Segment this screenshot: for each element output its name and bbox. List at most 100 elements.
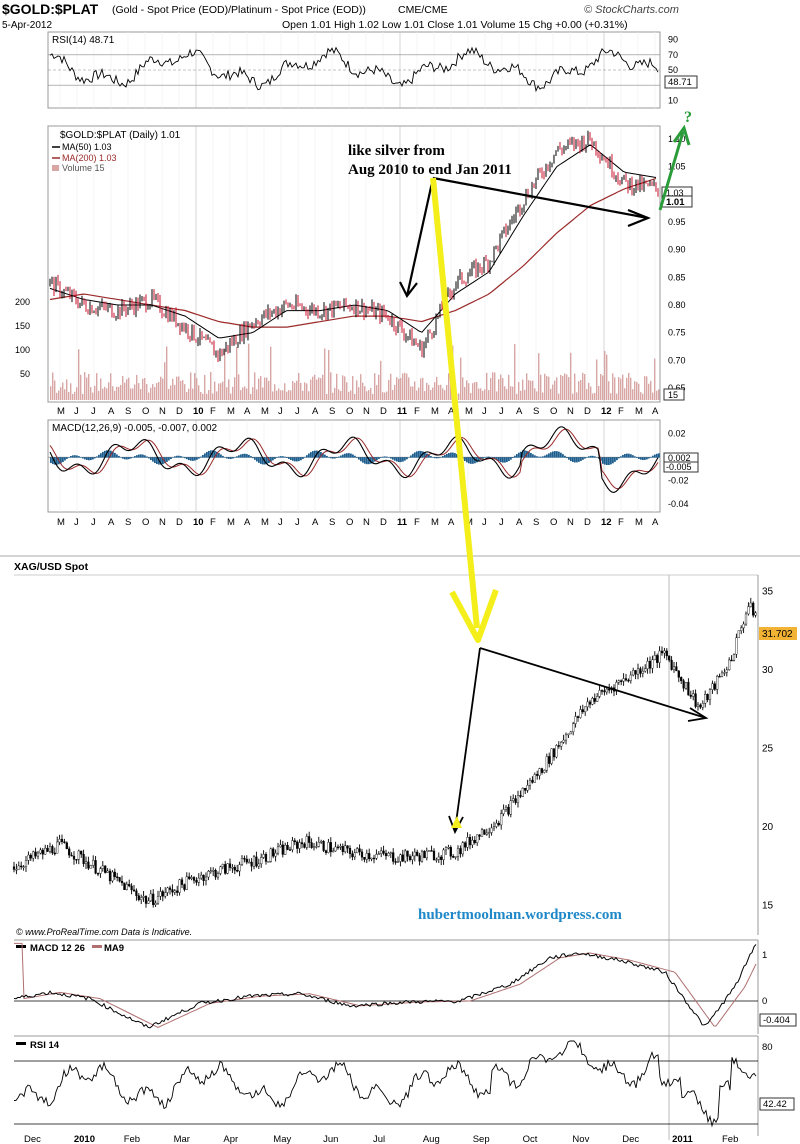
top-rsi-label: RSI(14) 48.71 [52,35,115,46]
macd-hist-bar [252,457,254,459]
volume-bar [66,379,68,400]
volume-bar [170,385,172,400]
volume-bar [390,373,392,400]
bottom-price-body [732,654,736,661]
macd-hist-bar [632,455,634,458]
macd-hist-bar [594,456,596,458]
bottom-price-body [111,871,114,882]
macd-hist-bar [608,457,610,465]
macd-hist-bar [586,457,588,458]
volume-bar [378,374,380,400]
volume-bar [634,381,636,400]
macd-hist-bar [564,455,566,458]
volume-bar [528,380,530,400]
bottom-price-body [728,659,731,671]
macd-hist-bar [520,451,522,458]
volume-tick: 200 [15,297,30,307]
bottom-price-body [411,855,414,861]
volume-bar [512,386,514,400]
macd-hist-bar [114,452,116,458]
month-label: O [550,517,557,528]
bottom-price-body [204,876,208,881]
macd-hist-bar [284,456,286,458]
bottom-price-body [375,854,378,859]
annotation-line-1: like silver from [348,143,445,159]
bottom-price-body [459,848,462,855]
bottom-price-body [212,870,215,872]
bottom-price-body [200,874,203,879]
macd-hist-bar [392,457,394,460]
macd-hist-bar [626,453,628,458]
bottom-price-body [600,690,604,692]
bottom-price-body [106,870,109,873]
macd-hist-bar [380,457,382,458]
bottom-price-body [380,850,383,854]
month-label: 10 [193,517,204,528]
volume-bar [108,382,110,400]
bottom-price-body [351,853,354,858]
bottom-price-body [248,861,251,864]
bottom-price-body [372,857,376,860]
bottom-price-body [236,870,239,872]
bottom-price-body [192,877,196,881]
bottom-price-body [399,854,402,862]
volume-bar [144,377,146,400]
macd-hist-bar [658,453,660,458]
rsi-tick: 90 [668,35,678,45]
volume-bar [326,393,328,400]
macd-hist-bar [422,451,424,458]
volume-bar [362,382,364,400]
bottom-price-body [744,613,748,625]
volume-bar [292,381,294,400]
bottom-price-body [435,859,438,861]
volume-bar [136,374,138,400]
macd-hist-bar [654,454,656,458]
bottom-price-body [675,666,678,672]
macd-hist-bar [274,457,276,459]
volume-bar [570,352,572,400]
month-label: J [295,406,300,417]
volume-bar [202,393,204,400]
volume-tick: 50 [20,369,30,379]
macd-hist-bar [350,453,352,458]
macd-hist-bar [418,450,420,458]
volume-bar [92,392,94,400]
bottom-price-body [221,864,224,868]
bottom-price-body [377,853,380,855]
bottom-price-body [478,834,481,837]
volume-bar [334,387,336,400]
volume-bar [252,387,254,400]
volume-bar [488,390,490,400]
macd-hist-bar [186,457,188,460]
volume-bar [228,379,230,400]
macd-hist-bar [624,454,626,458]
bottom-price-body [27,854,30,861]
macd-hist-bar [228,457,230,459]
volume-bar [544,373,546,400]
bottom-price-body [305,836,308,848]
macd-hist-bar [108,450,110,458]
volume-bar [128,377,130,400]
volume-bar [302,390,304,400]
bottom-price-body [197,877,200,883]
month-label: A [108,406,115,417]
volume-bar [276,390,278,400]
bottom-price-body [687,682,690,696]
volume-bar [566,374,568,400]
macd-hist-bar [628,453,630,458]
bottom-price-body [648,660,652,669]
bottom-price-body [120,880,124,884]
volume-bar [266,377,268,400]
volume-bar [192,388,194,400]
rsi-tick: 70 [668,50,678,60]
macd-hist-bar [202,454,204,458]
bottom-price-body [488,832,491,834]
macd-hist-bar [216,451,218,458]
macd-hist-bar [96,456,98,458]
macd-hist-bar [562,454,564,458]
top-ohlc: Open 1.01 High 1.02 Low 1.01 Close 1.01 … [282,19,628,31]
volume-bar [306,383,308,400]
volume-bar [238,374,240,400]
volume-tick: 100 [15,345,30,355]
